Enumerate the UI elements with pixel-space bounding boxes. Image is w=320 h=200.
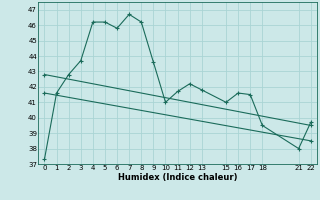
X-axis label: Humidex (Indice chaleur): Humidex (Indice chaleur) <box>118 173 237 182</box>
